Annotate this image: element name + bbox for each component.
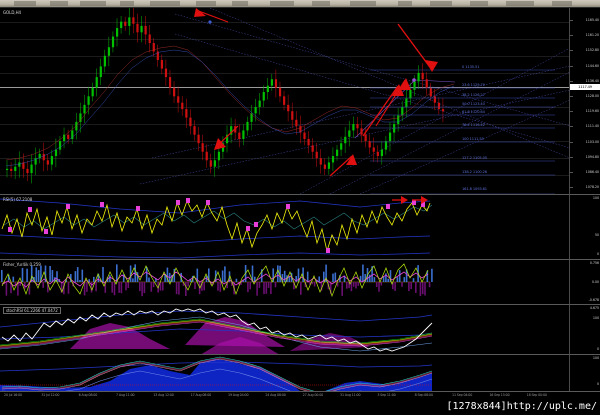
stochrsi-plot-area[interactable]: [0, 305, 570, 355]
rsi-series: [0, 196, 433, 259]
main-price-tickmark: [570, 187, 573, 189]
main-price-tick: 1144.60: [585, 63, 599, 68]
chart-symbol-title: GOLD,H4: [3, 9, 22, 15]
main-price-tick: 1086.40: [585, 170, 599, 174]
main-price-tickmark: [570, 80, 573, 82]
rsi-tick-1: 50: [594, 233, 599, 237]
rsi-scale[interactable]: 100 50 0: [569, 195, 600, 260]
stochrsi-tick-2: 0: [596, 347, 599, 351]
time-axis-label: 31 Jul 12:00: [41, 393, 60, 397]
current-price-line: [0, 87, 570, 88]
fib-level-label: 50.0 1123.40: [462, 102, 485, 106]
fisher-tick-0: 0.756: [589, 261, 599, 265]
fib-level-label: 38.2 1126.27: [462, 93, 485, 97]
browser-chrome-strip: [0, 0, 600, 7]
down-arrow-annotation-left: [194, 8, 229, 23]
time-axis-label: 19 Aug 04:00: [228, 393, 249, 397]
rsi-arrow-annotations: [392, 196, 428, 204]
main-plot-area[interactable]: 0 1135.51 23.6 1129.79 38.2 1126.27 50.0 11…: [0, 8, 570, 194]
stochrsi-title: stochRSI 61.2266 47.0472: [3, 306, 61, 314]
main-price-tick: 1103.00: [585, 139, 599, 144]
main-price-tick: 1165.40: [585, 18, 599, 22]
stochrsi-series: [0, 308, 433, 355]
rsi-tick-2: 0: [596, 252, 599, 256]
osc-tick-0: 100: [592, 356, 599, 360]
swing-high-marker: [412, 78, 416, 82]
fib-level-label: 0 1135.51: [462, 65, 480, 69]
time-axis-label: 16 Sep 15:00: [489, 393, 510, 397]
time-axis-label: 11 Sep 04:00: [452, 393, 473, 397]
time-axis-label: 8 Sep 08:00: [414, 393, 433, 397]
up-arrow-annotation-2: [375, 78, 411, 127]
time-axis-label: 31 Aug 11:00: [340, 393, 361, 397]
fib-level-label: 161.8 1093.61: [462, 187, 487, 191]
rsi-pane[interactable]: RSI(5) 67.2108: [0, 194, 600, 260]
time-axis-label: 6 Aug 08:00: [78, 393, 98, 397]
main-price-tick: 1152.80: [585, 48, 599, 53]
fib-level-label: 76.4 1116.42: [462, 123, 485, 127]
rsi-plot-area[interactable]: [0, 195, 570, 260]
time-axis-label: 3 Sep 11:00: [377, 393, 396, 397]
main-price-pane[interactable]: GOLD,H4: [0, 8, 600, 194]
osc-tick-1: 0: [596, 382, 599, 386]
time-axis-label: 18 Sep 00:00: [526, 393, 547, 397]
main-price-tickmark: [570, 172, 573, 173]
fisher-tick-1: 0.00: [591, 280, 599, 284]
main-price-tickmark: [570, 20, 573, 21]
main-price-tickmark: [570, 156, 573, 158]
main-price-tickmark: [570, 111, 573, 113]
stochrsi-tick-0: 4.675: [589, 306, 599, 310]
fisher-title: Fisher_Yur4ik 0.259: [3, 261, 41, 267]
fisher-tick-2: -0.678: [588, 298, 599, 302]
main-price-tick: 1161.20: [585, 33, 599, 38]
time-axis-label: 7 Aug 11:00: [116, 393, 135, 397]
main-price-tickmark: [570, 141, 573, 143]
time-axis[interactable]: 20 Jul 16:00 31 Jul 12:00 6 Aug 08:00 7 Aug…: [0, 391, 600, 401]
down-arrow-annotation: [397, 23, 438, 72]
main-price-tickmark: [570, 126, 573, 128]
main-price-tickmark: [570, 35, 573, 37]
watermark-bar: [1278x844]http://uplc.me/: [0, 400, 600, 415]
main-price-tick: 1094.80: [585, 154, 599, 159]
time-axis-label: 20 Jul 16:00: [4, 393, 22, 397]
stochrsi-tick-1: 100: [592, 316, 599, 320]
time-axis-label: 17 Aug 08:00: [190, 393, 212, 397]
fisher-series: [0, 263, 433, 298]
stochrsi-scale[interactable]: 4.675 100 0: [569, 305, 600, 355]
watermark-text: [1278x844]http://uplc.me/: [446, 401, 597, 412]
stochrsi-pane[interactable]: stochRSI 61.2266 47.0472: [0, 304, 600, 355]
main-price-tick: 1128.00: [585, 94, 599, 98]
fib-level-label: 61.8 1120.64: [462, 110, 485, 114]
main-price-tickmark: [570, 96, 573, 97]
main-price-tick: 1119.60: [585, 109, 599, 114]
down-arrow-annotation-mid: [214, 125, 239, 150]
time-axis-label: 24 Aug 08:00: [265, 393, 286, 397]
main-price-tickmark: [570, 65, 573, 67]
fib-level-label: 127.2 1105.05: [462, 156, 487, 160]
rsi-tick-0: 100: [592, 196, 599, 200]
swing-point-marker: [208, 20, 212, 24]
main-price-tick: 1136.40: [585, 78, 599, 83]
main-price-tick: 1078.20: [585, 185, 599, 190]
time-axis-label: 27 Aug 00:00: [302, 393, 324, 397]
fib-level-label: 138.2 1100.26: [462, 170, 487, 174]
up-arrow-annotation-lowleft: [329, 154, 357, 177]
time-axis-label: 13 Aug 12:00: [153, 393, 174, 397]
current-price-tag: 1117.49: [570, 84, 600, 90]
main-price-tickmark: [570, 50, 573, 52]
fisher-scale[interactable]: 0.756 0.00 -0.678: [569, 260, 600, 305]
main-price-tick: 1111.40: [585, 124, 599, 129]
main-price-scale[interactable]: 1165.40 1161.20 1152.80 1144.60 1136.40 1128.…: [569, 8, 600, 194]
candlestick-series: [5, 8, 570, 194]
rsi-title: RSI(5) 67.2108: [3, 196, 33, 202]
fib-level-label: 100 1111.55: [462, 137, 484, 141]
fisher-plot-area[interactable]: [0, 260, 570, 305]
fisher-pane[interactable]: Fisher_Yur4ik 0.259 0.756 0.00 -0.678: [0, 259, 600, 305]
metatrader-window: GOLD,H4: [0, 7, 600, 402]
fib-level-label: 23.6 1129.79: [462, 83, 485, 87]
up-arrow-annotation-1: [362, 84, 404, 137]
